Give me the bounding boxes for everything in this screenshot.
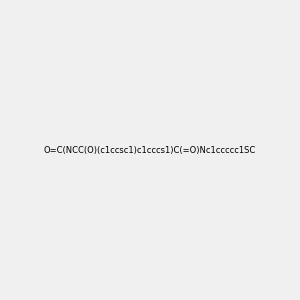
Text: O=C(NCC(O)(c1ccsc1)c1cccs1)C(=O)Nc1ccccc1SC: O=C(NCC(O)(c1ccsc1)c1cccs1)C(=O)Nc1ccccc… — [44, 146, 256, 154]
